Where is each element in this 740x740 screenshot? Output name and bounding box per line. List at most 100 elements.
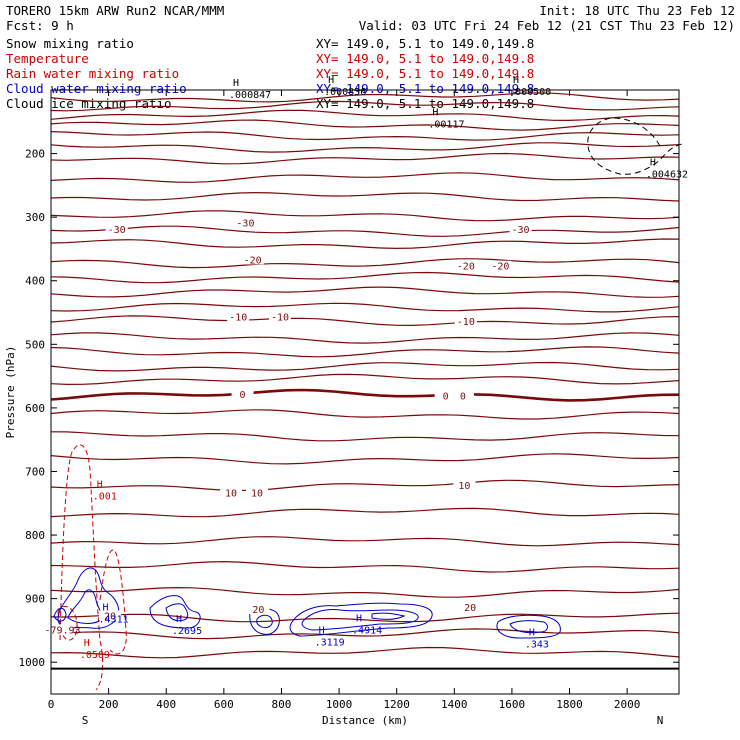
legend-temperature-xy: XY= 149.0, 5.1 to 149.0,149.8 — [316, 51, 534, 66]
temperature-contour-line — [50, 628, 680, 640]
temperature-contour-line — [50, 315, 680, 327]
temperature-contour-label: -20 — [457, 262, 475, 273]
maximum-value-label: .001 — [93, 491, 117, 502]
contour-label-bg — [451, 390, 474, 401]
north-end-label: N — [657, 714, 664, 727]
contour-label-bg — [245, 487, 268, 498]
axes: 0 200 400 600 800 1000 1200 1400 1600 1800 2000200… — [4, 89, 680, 727]
maximum-marker: H — [328, 75, 334, 86]
temperature-contour-line — [50, 346, 680, 358]
header-forecast: Fcst: 9 h — [6, 18, 74, 33]
maximum-value-label: .0509 — [80, 650, 110, 661]
cloud-water-cell-4c — [371, 612, 406, 620]
temperature-contour-label: -10 — [457, 317, 475, 328]
maximum-value-label: .00117 — [428, 119, 464, 130]
y-tick-label: 300 — [25, 211, 45, 224]
temperature-contour-line — [50, 373, 680, 386]
temperature-contour-line — [50, 210, 680, 222]
contour-label-bg — [51, 624, 74, 635]
maximum-marker: H — [650, 158, 656, 169]
temperature-contour-line — [50, 119, 680, 131]
temperature-contour-line — [50, 172, 680, 183]
temperature-contour-line — [50, 560, 680, 573]
temperature-contour-label: 0 — [460, 391, 466, 402]
rain-contour-plume-2 — [99, 549, 127, 655]
temperature-contour-label: 20 — [104, 611, 116, 622]
contour-label-bg — [234, 217, 257, 228]
temperature-contour-line — [50, 131, 680, 141]
contour-label-bg — [247, 604, 270, 615]
contour-label-bg — [99, 610, 122, 621]
contour-label-bg — [220, 487, 243, 498]
temperature-contour-line — [50, 453, 680, 465]
contour-label-bg — [454, 316, 477, 327]
temperature-contour-line — [50, 479, 680, 492]
temperature-contour-label: 0 — [240, 390, 246, 401]
temperature-contour-line — [50, 302, 680, 313]
maximum-value-label: .000847 — [229, 90, 271, 101]
temperature-contour-label: -30 — [512, 225, 530, 236]
cloud-ice-contours — [587, 117, 683, 175]
temperature-contour-label: -20 — [244, 255, 262, 266]
cloud-water-cell-3b — [256, 614, 273, 629]
temperature-contour-line — [50, 388, 680, 402]
y-tick-label: 900 — [25, 593, 45, 606]
y-tick-label: 1000 — [19, 656, 46, 669]
x-tick-label: 200 — [99, 698, 119, 711]
cloud-water-cell-1b — [67, 589, 102, 624]
x-tick-label: 1200 — [383, 698, 410, 711]
temperature-contour-line — [50, 142, 680, 153]
x-tick-label: 400 — [156, 698, 176, 711]
legend-snow-xy: XY= 149.0, 5.1 to 149.0,149.8 — [316, 36, 534, 51]
maximum-value-label: .4311 — [99, 615, 129, 626]
temperature-contour-line — [50, 152, 680, 165]
y-tick-label: 200 — [25, 148, 45, 161]
maximum-value-label: .2695 — [172, 626, 202, 637]
temperature-contour-line — [50, 612, 680, 623]
rain-contour-core — [57, 605, 78, 641]
temperature-contour-line — [50, 225, 680, 237]
temperature-contour-line — [50, 536, 680, 547]
y-tick-label: 500 — [25, 338, 45, 351]
maximum-marker: H — [529, 627, 535, 638]
contour-labels: -79.93-30-30-30-20-20 -20-10 -10 -100 0 010 10… — [44, 75, 688, 661]
maximum-marker: H — [356, 613, 362, 624]
temperature-contour-label: 10 — [458, 481, 470, 492]
temperature-contour-label: -20 — [491, 262, 509, 273]
x-tick-label: 1800 — [556, 698, 583, 711]
temperature-contour-line — [50, 238, 680, 250]
legend-rain: Rain water mixing ratio — [6, 66, 179, 81]
maximum-value-label: .000500 — [509, 87, 551, 98]
maximum-marker: H — [103, 603, 109, 614]
maximum-value-label: .343 — [525, 639, 549, 650]
temperature-contour-label: 0 — [443, 391, 449, 402]
temperature-contour-line — [50, 286, 680, 298]
temperature-contour-line — [50, 258, 680, 269]
temperature-contour-line — [50, 409, 680, 420]
maximum-value-label: .4914 — [352, 625, 382, 636]
temperature-contour-label: -79.93 — [44, 625, 80, 636]
legend-rain-xy: XY= 149.0, 5.1 to 149.0,149.8 — [316, 66, 534, 81]
temperature-contour-label: -10 — [271, 313, 289, 324]
x-axis-label: Distance (km) — [322, 714, 408, 727]
header-title: TORERO 15km ARW Run2 NCAR/MMM — [6, 3, 224, 18]
x-tick-label: 2000 — [614, 698, 641, 711]
contour-label-bg — [231, 389, 254, 400]
maximum-value-label: .000836 — [324, 87, 366, 98]
maximum-marker: H — [432, 107, 438, 118]
cloud-water-cell-4a — [289, 602, 433, 637]
y-tick-label: 400 — [25, 275, 45, 288]
temperature-contour-line — [50, 646, 680, 659]
x-tick-label: 600 — [214, 698, 234, 711]
temperature-contour-label: -10 — [229, 313, 247, 324]
temperature-contour-label: 20 — [464, 603, 476, 614]
temperature-contour-line — [50, 361, 680, 372]
rain-contours — [57, 444, 127, 691]
legend-snow: Snow mixing ratio — [6, 36, 134, 51]
contour-label-bg — [454, 260, 477, 271]
cloud-ice-contour — [587, 117, 683, 175]
legend-cloud-ice-xy: XY= 149.0, 5.1 to 149.0,149.8 — [316, 96, 534, 111]
maximum-marker: H — [319, 626, 325, 637]
contour-label-bg — [227, 311, 250, 322]
